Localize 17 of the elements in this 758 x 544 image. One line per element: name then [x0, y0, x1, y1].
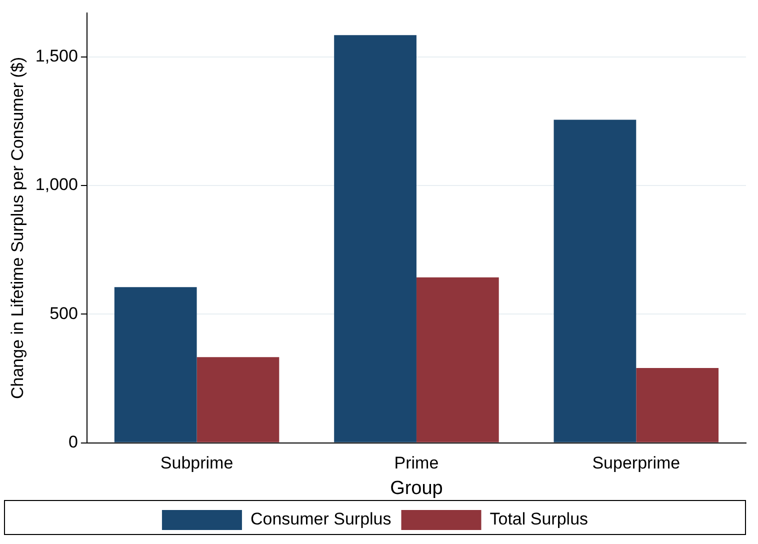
bar: [114, 287, 197, 442]
y-tick-label: 1,500: [35, 46, 78, 66]
x-tick-label: Subprime: [160, 454, 234, 473]
x-axis-title: Group: [390, 478, 443, 499]
y-axis-title: Change in Lifetime Surplus per Consumer ($): [8, 56, 27, 400]
x-tick-label: Superprime: [592, 454, 680, 473]
bar: [554, 120, 636, 442]
bar: [416, 277, 499, 442]
y-tick-label: 1,000: [35, 175, 78, 194]
bar: [636, 368, 719, 442]
y-tick-label: 0: [68, 432, 78, 452]
bar: [196, 357, 280, 442]
x-tick-label: Prime: [394, 454, 439, 473]
y-tick-label: 500: [50, 304, 78, 323]
legend-label: Consumer Surplus: [250, 510, 392, 529]
bar: [334, 35, 416, 442]
legend-label: Total Surplus: [490, 510, 588, 529]
